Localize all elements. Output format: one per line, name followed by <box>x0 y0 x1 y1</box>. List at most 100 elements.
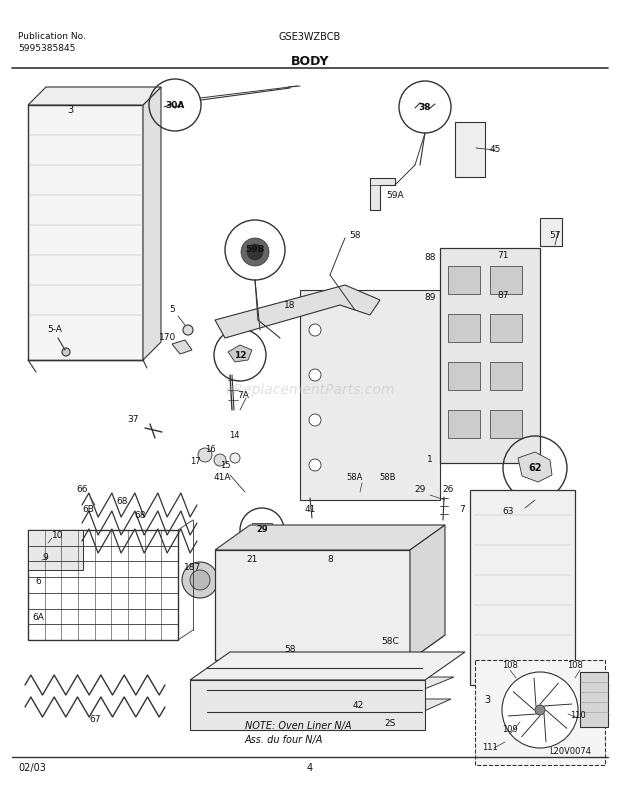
Text: 4: 4 <box>307 763 313 773</box>
Bar <box>448 362 480 390</box>
Polygon shape <box>190 680 425 730</box>
Text: 68: 68 <box>117 498 128 506</box>
Text: 15: 15 <box>219 460 230 470</box>
Text: 108: 108 <box>502 661 518 671</box>
Text: eReplacementParts.com: eReplacementParts.com <box>225 383 395 397</box>
Circle shape <box>182 562 218 598</box>
Text: Ass. du four N/A: Ass. du four N/A <box>245 735 324 745</box>
Text: 30A: 30A <box>166 100 185 109</box>
Text: GSE3WZBCB: GSE3WZBCB <box>279 32 341 42</box>
Polygon shape <box>215 550 410 660</box>
Circle shape <box>230 453 240 463</box>
Text: 45: 45 <box>489 146 501 154</box>
Polygon shape <box>215 635 445 660</box>
Text: 109: 109 <box>502 725 518 735</box>
Polygon shape <box>143 87 161 360</box>
Text: 3: 3 <box>67 105 73 115</box>
Bar <box>580 672 608 727</box>
Polygon shape <box>215 285 380 338</box>
Text: 58: 58 <box>349 230 361 240</box>
Text: 7: 7 <box>459 505 465 514</box>
Polygon shape <box>410 525 445 660</box>
Bar <box>455 122 485 177</box>
Polygon shape <box>300 290 440 500</box>
Text: 41: 41 <box>304 505 316 514</box>
Bar <box>490 314 522 342</box>
Bar <box>540 218 562 246</box>
Text: 7A: 7A <box>237 391 249 399</box>
Text: 58C: 58C <box>381 638 399 646</box>
Circle shape <box>309 459 321 471</box>
Bar <box>490 410 522 438</box>
Polygon shape <box>370 178 395 210</box>
Bar <box>490 362 522 390</box>
Text: 58B: 58B <box>379 474 396 483</box>
Text: 17: 17 <box>190 457 200 467</box>
Text: 41A: 41A <box>213 474 231 483</box>
Text: 87: 87 <box>497 290 509 300</box>
Polygon shape <box>172 340 192 354</box>
Text: 2S: 2S <box>384 720 396 729</box>
Circle shape <box>309 414 321 426</box>
Circle shape <box>214 454 226 466</box>
Polygon shape <box>190 652 465 680</box>
Bar <box>252 523 272 537</box>
Text: 37: 37 <box>127 415 139 425</box>
Text: Publication No.: Publication No. <box>18 32 86 41</box>
Text: 14: 14 <box>229 430 239 440</box>
Text: 9: 9 <box>42 554 48 562</box>
Text: 02/03: 02/03 <box>18 763 46 773</box>
Circle shape <box>198 448 212 462</box>
Text: 21: 21 <box>246 555 258 565</box>
Polygon shape <box>470 490 575 685</box>
Text: 111: 111 <box>482 744 498 752</box>
Text: 58A: 58A <box>347 474 363 483</box>
Text: 108: 108 <box>567 661 583 671</box>
Text: 5-A: 5-A <box>48 326 63 335</box>
Text: 170: 170 <box>159 334 177 343</box>
Text: 18: 18 <box>284 301 296 309</box>
Circle shape <box>309 369 321 381</box>
Text: 29: 29 <box>414 486 426 494</box>
Text: 59B: 59B <box>246 245 265 255</box>
Polygon shape <box>215 525 445 550</box>
Text: L20V0074: L20V0074 <box>549 747 591 756</box>
Text: 5995385845: 5995385845 <box>18 44 76 53</box>
Text: 5: 5 <box>169 305 175 315</box>
Circle shape <box>241 238 269 266</box>
Text: 110: 110 <box>570 711 586 721</box>
Circle shape <box>183 325 193 335</box>
Bar <box>448 314 480 342</box>
Text: 66: 66 <box>76 486 88 494</box>
Bar <box>246 549 260 563</box>
Circle shape <box>535 705 545 715</box>
Polygon shape <box>518 452 552 482</box>
Text: 42: 42 <box>352 701 363 710</box>
Polygon shape <box>28 87 161 105</box>
Text: 187: 187 <box>184 563 202 573</box>
Text: NOTE: Oven Liner N/A: NOTE: Oven Liner N/A <box>245 721 352 731</box>
Text: 6B: 6B <box>82 505 94 514</box>
Text: 16: 16 <box>205 445 215 455</box>
Bar <box>242 545 264 567</box>
Polygon shape <box>207 655 457 668</box>
Circle shape <box>309 324 321 336</box>
Polygon shape <box>207 699 451 712</box>
Text: 8: 8 <box>327 555 333 565</box>
Text: 63: 63 <box>502 508 514 517</box>
Circle shape <box>190 570 210 590</box>
Text: 89: 89 <box>424 293 436 302</box>
Text: 67: 67 <box>89 716 100 725</box>
Bar <box>490 266 522 294</box>
Circle shape <box>502 672 578 748</box>
Text: 58: 58 <box>284 645 296 654</box>
Text: 10: 10 <box>52 531 64 539</box>
Text: 1: 1 <box>427 456 433 464</box>
Polygon shape <box>28 105 143 360</box>
Text: 12: 12 <box>234 350 246 359</box>
Text: 71: 71 <box>497 251 509 259</box>
Text: 88: 88 <box>424 253 436 263</box>
Polygon shape <box>228 345 252 362</box>
Text: BODY: BODY <box>291 55 329 68</box>
Text: 6: 6 <box>35 577 41 586</box>
